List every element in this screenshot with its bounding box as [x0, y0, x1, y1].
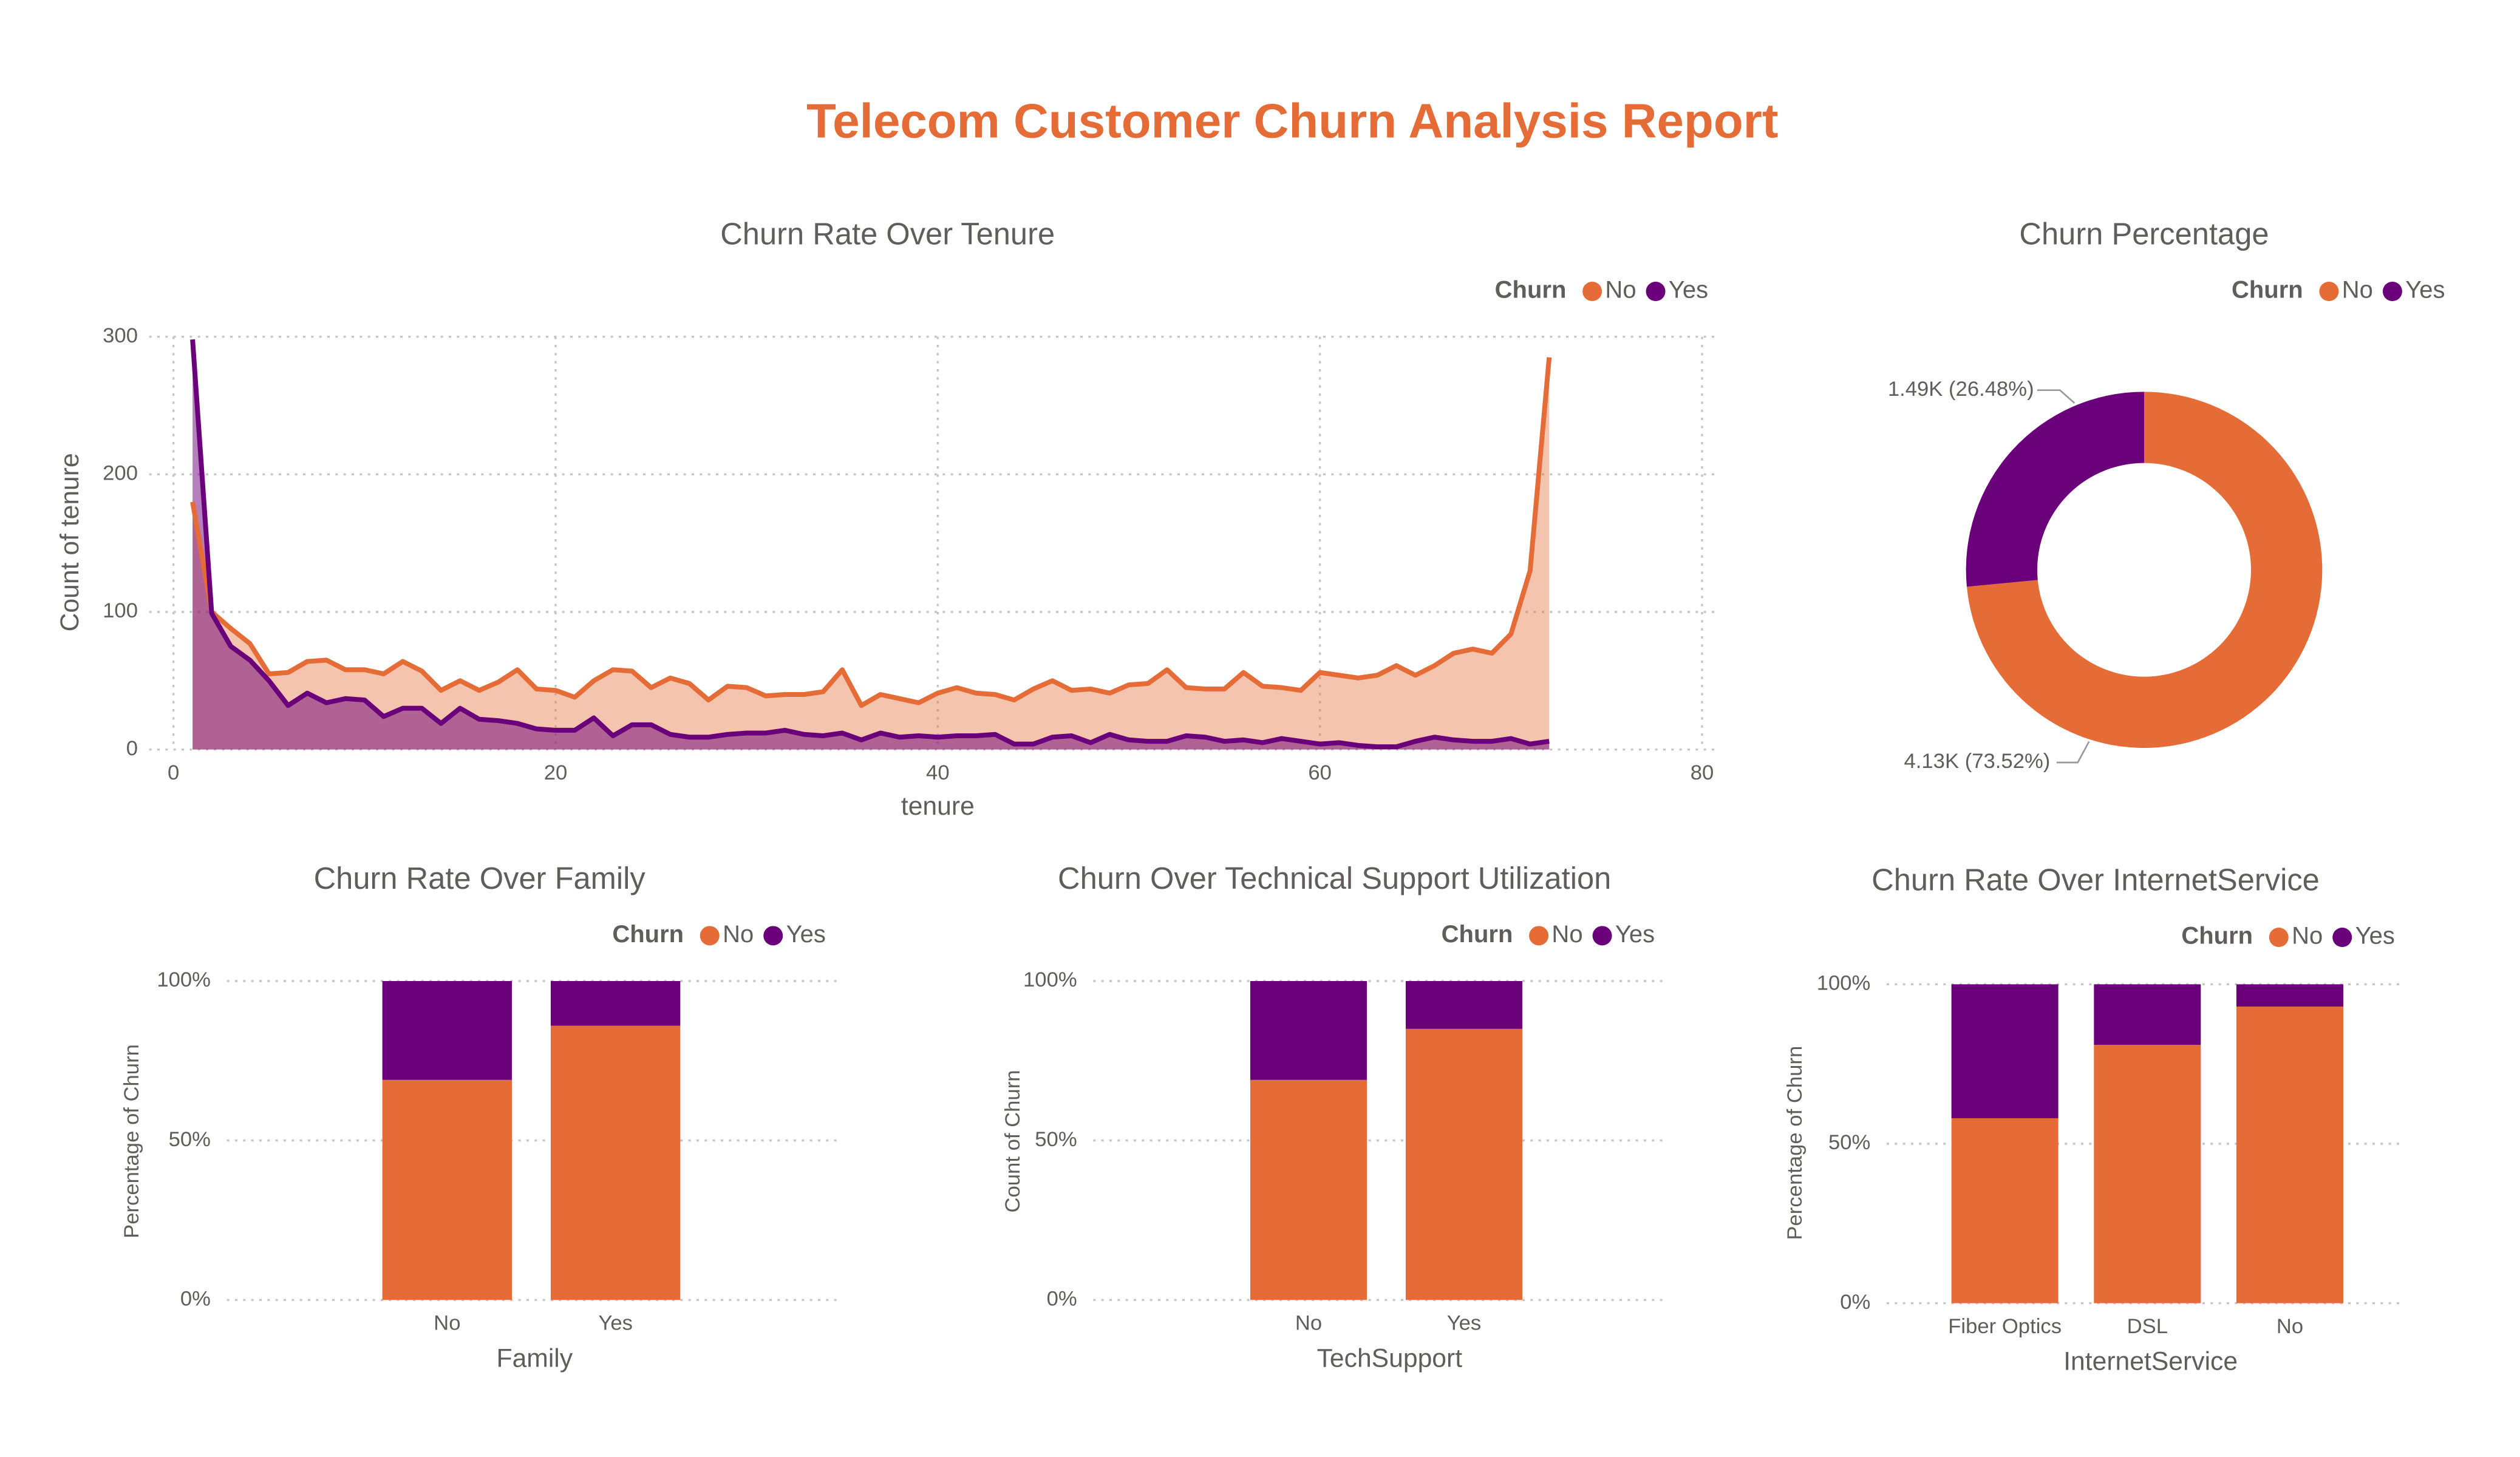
y-axis-title: Percentage of Churn: [120, 1044, 143, 1238]
legend-label: No: [723, 921, 754, 948]
chart-title: Churn Over Technical Support Utilization: [1058, 861, 1611, 895]
leader-line: [2037, 389, 2076, 404]
y-axis-title: Percentage of Churn: [1783, 1046, 1807, 1240]
bar-segment: [2094, 1045, 2201, 1303]
y-tick-label: 0%: [180, 1287, 211, 1310]
x-axis-title: TechSupport: [1317, 1343, 1463, 1373]
y-tick-label: 100: [103, 599, 138, 622]
legend-label: No: [1551, 921, 1582, 948]
y-tick-label: 100%: [1023, 968, 1077, 991]
bar-segment: [1250, 1079, 1367, 1300]
donut-slice: [1966, 392, 2144, 587]
bar-segment: [2236, 1007, 2343, 1303]
legend-title: Churn: [2181, 923, 2253, 949]
y-tick-label: 200: [103, 461, 138, 484]
y-tick-label: 50%: [1828, 1131, 1870, 1154]
bar-segment: [2094, 984, 2201, 1045]
x-tick-label: No: [2277, 1315, 2303, 1338]
bar-segment: [2236, 984, 2343, 1007]
donut-slice: [1966, 392, 2323, 748]
y-tick-label: 300: [103, 324, 138, 347]
bar-segment: [382, 1079, 512, 1300]
legend-label: Yes: [2405, 277, 2445, 304]
legend-marker: [2332, 928, 2352, 947]
legend-marker: [763, 926, 783, 946]
area-fill: [192, 339, 1550, 750]
legend-marker: [1646, 282, 1666, 301]
chart-title: Churn Rate Over Family: [314, 861, 646, 895]
y-tick-label: 0%: [1840, 1291, 1870, 1314]
x-tick-label: Fiber Optics: [1948, 1315, 2062, 1338]
y-axis-title: Count of Churn: [1001, 1070, 1024, 1212]
y-tick-label: 100%: [1817, 971, 1871, 994]
bar-segment: [1406, 1028, 1522, 1300]
x-tick-label: Yes: [598, 1311, 633, 1334]
legend-label: Yes: [786, 921, 826, 948]
x-tick-label: 60: [1308, 761, 1332, 784]
legend-marker: [1592, 926, 1612, 946]
data-label: 4.13K (73.52%): [1904, 750, 2051, 773]
y-tick-label: 100%: [157, 968, 211, 991]
legend-label: No: [2342, 277, 2373, 304]
chart-title: Churn Rate Over Tenure: [720, 217, 1055, 251]
data-label: 1.49K (26.48%): [1888, 378, 2034, 401]
legend-title: Churn: [1442, 921, 1513, 948]
chart-title: Churn Rate Over InternetService: [1871, 863, 2320, 897]
x-axis-title: tenure: [901, 792, 975, 821]
report-title: Telecom Customer Churn Analysis Report: [806, 93, 1778, 148]
legend-title: Churn: [1495, 277, 1567, 304]
legend-label: Yes: [2355, 923, 2395, 949]
bar-segment: [1951, 984, 2059, 1118]
legend-marker: [2319, 282, 2339, 301]
bar-segment: [1250, 981, 1367, 1080]
legend-marker: [1582, 282, 1602, 301]
legend-label: No: [1605, 277, 1636, 304]
legend-label: No: [2292, 923, 2323, 949]
x-tick-label: No: [1295, 1311, 1322, 1334]
legend-title: Churn: [2232, 277, 2303, 304]
bar-segment: [551, 981, 681, 1026]
legend-marker: [1529, 926, 1549, 946]
legend-label: Yes: [1669, 277, 1708, 304]
y-axis-title: Count of tenure: [55, 453, 84, 631]
line: [190, 339, 1550, 750]
y-tick-label: 0%: [1047, 1287, 1077, 1310]
y-tick-label: 50%: [169, 1128, 211, 1151]
x-tick-label: 0: [168, 761, 179, 784]
x-tick-label: No: [434, 1311, 460, 1334]
line: [190, 357, 1552, 708]
x-axis-title: Family: [497, 1343, 573, 1373]
leader-line: [2057, 741, 2090, 764]
x-tick-label: 40: [926, 761, 950, 784]
legend-label: Yes: [1615, 921, 1655, 948]
legend-marker: [2269, 928, 2289, 947]
bar-segment: [382, 981, 512, 1080]
bar-segment: [1951, 1118, 2059, 1303]
legend-marker: [2382, 282, 2402, 301]
x-tick-label: 20: [544, 761, 568, 784]
legend-marker: [700, 926, 720, 946]
legend-title: Churn: [612, 921, 684, 948]
y-tick-label: 50%: [1035, 1128, 1077, 1151]
x-tick-label: DSL: [2127, 1315, 2168, 1338]
chart-title: Churn Percentage: [2019, 217, 2269, 251]
x-tick-label: Yes: [1447, 1311, 1482, 1334]
y-tick-label: 0: [126, 737, 138, 760]
x-axis-title: InternetService: [2063, 1347, 2238, 1376]
bar-segment: [1406, 981, 1522, 1029]
x-tick-label: 80: [1691, 761, 1714, 784]
bar-segment: [551, 1025, 681, 1300]
